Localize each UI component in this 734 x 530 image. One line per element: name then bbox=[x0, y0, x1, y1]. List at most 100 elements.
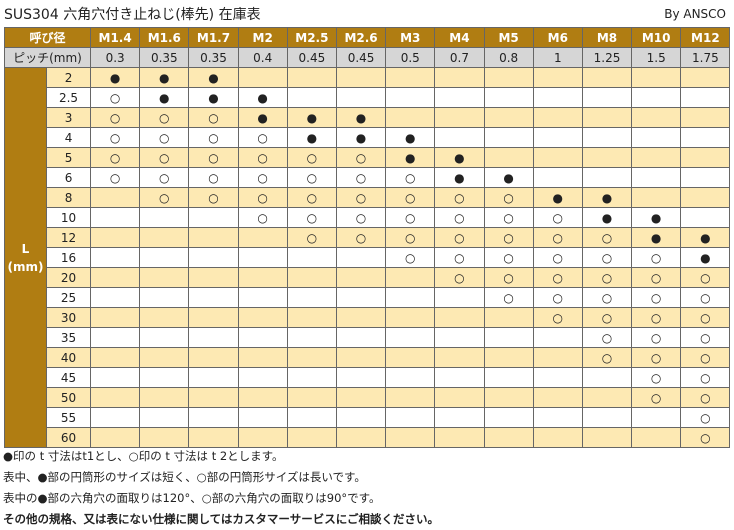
stock-mark-cell bbox=[631, 407, 682, 428]
pitch-cell: 0.45 bbox=[335, 47, 387, 68]
stock-mark-cell bbox=[335, 427, 387, 448]
stock-mark-cell: ● bbox=[90, 67, 141, 88]
stock-mark-cell: ○ bbox=[631, 347, 682, 368]
size-header-cell: M1.7 bbox=[188, 27, 239, 48]
stock-mark-cell: ○ bbox=[335, 167, 387, 188]
stock-mark-cell: ○ bbox=[188, 127, 239, 148]
stock-mark-cell bbox=[139, 227, 190, 248]
stock-mark-cell bbox=[680, 107, 731, 128]
stock-mark-cell: ● bbox=[385, 127, 436, 148]
pitch-cell: 0.5 bbox=[385, 47, 436, 68]
stock-mark-cell bbox=[385, 267, 436, 288]
stock-mark-cell: ○ bbox=[139, 147, 190, 168]
stock-mark-cell bbox=[237, 367, 288, 388]
stock-mark-cell bbox=[286, 267, 337, 288]
length-value-cell: 2.5 bbox=[45, 87, 92, 108]
stock-mark-cell bbox=[188, 267, 239, 288]
stock-mark-cell bbox=[286, 367, 337, 388]
pitch-label: ピッチ(mm) bbox=[3, 47, 92, 68]
stock-mark-cell: ● bbox=[286, 107, 337, 128]
stock-mark-cell bbox=[631, 87, 682, 108]
stock-mark-cell bbox=[90, 327, 141, 348]
stock-mark-cell: ○ bbox=[385, 247, 436, 268]
stock-mark-cell bbox=[532, 127, 583, 148]
length-value-cell: 6 bbox=[45, 167, 92, 188]
stock-mark-cell bbox=[286, 87, 337, 108]
stock-mark-cell: ○ bbox=[532, 227, 583, 248]
page-title: SUS304 六角穴付き止ねじ(棒先) 在庫表 bbox=[4, 7, 261, 23]
length-row: L (mm) 2 ● ● ● bbox=[4, 67, 731, 448]
stock-mark-cell bbox=[188, 227, 239, 248]
stock-mark-cell: ● bbox=[237, 107, 288, 128]
stock-mark-cell bbox=[237, 387, 288, 408]
stock-mark-cell bbox=[680, 187, 731, 208]
stock-mark-cell bbox=[581, 387, 633, 408]
stock-mark-cell bbox=[139, 267, 190, 288]
length-row: 55 ○ bbox=[5, 407, 731, 428]
stock-mark-cell: ● bbox=[286, 127, 337, 148]
stock-mark-cell bbox=[385, 287, 436, 308]
stock-mark-cell bbox=[90, 287, 141, 308]
stock-mark-cell: ● bbox=[434, 147, 485, 168]
note-line: 表中の●部の六角穴の面取りは120°、○部の六角穴の面取りは90°です。 bbox=[3, 491, 381, 505]
size-header-cell: M10 bbox=[631, 27, 682, 48]
stock-mark-cell: ○ bbox=[680, 387, 731, 408]
stock-mark-cell bbox=[532, 87, 583, 108]
stock-mark-cell: ● bbox=[139, 67, 190, 88]
stock-mark-cell: ○ bbox=[631, 367, 682, 388]
length-unit: (mm) bbox=[7, 259, 44, 274]
stock-mark-cell: ○ bbox=[90, 87, 141, 108]
stock-mark-cell bbox=[434, 387, 485, 408]
stock-mark-cell bbox=[90, 387, 141, 408]
stock-mark-cell bbox=[188, 287, 239, 308]
stock-mark-cell: ● bbox=[385, 147, 436, 168]
stock-mark-cell bbox=[90, 427, 141, 448]
length-row: 4 ○ ○ ○ ○ ● ● ● bbox=[5, 127, 731, 148]
stock-mark-cell: ○ bbox=[680, 347, 731, 368]
stock-mark-cell bbox=[483, 67, 534, 88]
stock-mark-cell bbox=[483, 147, 534, 168]
stock-mark-cell bbox=[385, 407, 436, 428]
stock-mark-cell: ○ bbox=[483, 187, 534, 208]
stock-mark-cell bbox=[581, 407, 633, 428]
length-value-cell: 35 bbox=[45, 327, 92, 348]
stock-mark-cell: ○ bbox=[286, 227, 337, 248]
pitch-cell: 1.25 bbox=[581, 47, 633, 68]
stock-mark-cell bbox=[532, 367, 583, 388]
stock-mark-cell bbox=[483, 87, 534, 108]
stock-mark-cell bbox=[532, 327, 583, 348]
stock-mark-cell bbox=[286, 427, 337, 448]
stock-mark-cell: ○ bbox=[385, 227, 436, 248]
stock-mark-cell bbox=[385, 67, 436, 88]
stock-mark-cell bbox=[335, 347, 387, 368]
stock-mark-cell bbox=[434, 87, 485, 108]
stock-mark-cell: ● bbox=[335, 107, 387, 128]
stock-mark-cell: ○ bbox=[631, 267, 682, 288]
pitch-row: ピッチ(mm) 0.3 0.35 0.35 0.4 0.45 0.45 0.5 0.7 0.8 1… bbox=[3, 47, 731, 68]
stock-mark-cell: ○ bbox=[581, 267, 633, 288]
length-row: 6 ○ ○ ○ ○ ○ ○ ○ ● ● bbox=[5, 167, 731, 188]
note-line: 表中、●部の円筒形のサイズは短く、○部の円筒形サイズは長いです。 bbox=[3, 470, 366, 484]
pitch-cell: 0.7 bbox=[434, 47, 485, 68]
stock-mark-cell bbox=[434, 427, 485, 448]
stock-mark-cell: ○ bbox=[631, 287, 682, 308]
stock-mark-cell: ○ bbox=[631, 307, 682, 328]
stock-mark-cell: ○ bbox=[139, 187, 190, 208]
length-value-cell: 55 bbox=[45, 407, 92, 428]
stock-mark-cell bbox=[581, 87, 633, 108]
stock-mark-cell bbox=[335, 307, 387, 328]
size-header-cell: M2.6 bbox=[335, 27, 387, 48]
stock-mark-cell: ● bbox=[581, 207, 633, 228]
stock-mark-cell: ● bbox=[581, 187, 633, 208]
stock-mark-cell: ○ bbox=[385, 167, 436, 188]
size-header-cell: M2 bbox=[237, 27, 288, 48]
length-row: 45 ○ ○ bbox=[5, 367, 731, 388]
stock-mark-cell bbox=[237, 267, 288, 288]
stock-mark-cell bbox=[335, 287, 387, 308]
stock-mark-cell bbox=[581, 107, 633, 128]
stock-mark-cell bbox=[434, 327, 485, 348]
stock-mark-cell: ● bbox=[680, 247, 731, 268]
stock-mark-cell bbox=[237, 307, 288, 328]
stock-mark-cell: ○ bbox=[286, 167, 337, 188]
stock-mark-cell bbox=[139, 307, 190, 328]
